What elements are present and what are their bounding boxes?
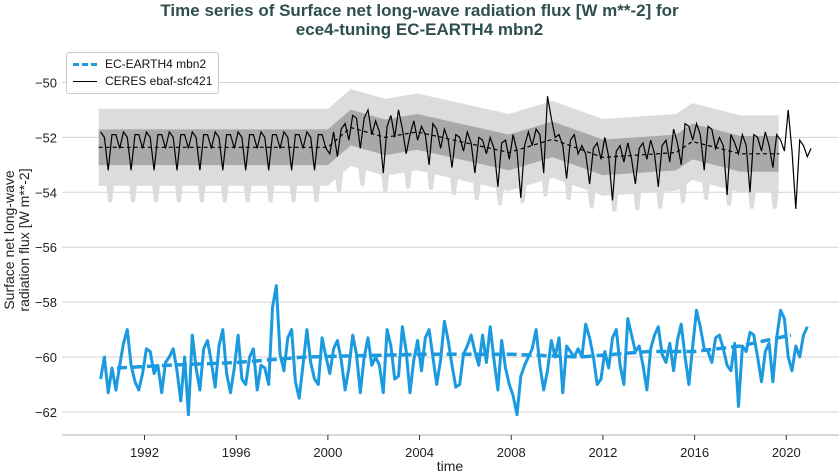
x-tick-label: 2016 xyxy=(680,445,709,460)
legend-label-obs: CERES ebaf-sfc421 xyxy=(105,74,213,88)
x-axis-label: time xyxy=(437,458,464,474)
legend: EC-EARTH4 mbn2 CERES ebaf-sfc421 xyxy=(66,52,220,94)
y-axis-label-line-2: radiation flux [W m**-2] xyxy=(16,168,32,311)
model-series-line xyxy=(99,284,809,417)
x-tick-label: 2020 xyxy=(772,445,801,460)
y-tick-label: −62 xyxy=(35,405,57,420)
x-tick-label: 2008 xyxy=(497,445,526,460)
x-tick-label: 2000 xyxy=(313,445,342,460)
legend-item-obs: CERES ebaf-sfc421 xyxy=(73,73,212,90)
legend-label-model: EC-EARTH4 mbn2 xyxy=(105,57,207,71)
x-tick-label: 1992 xyxy=(130,445,159,460)
y-tick-label: −52 xyxy=(35,130,57,145)
chart-title-line-2: ece4-tuning EC-EARTH4 mbn2 xyxy=(295,20,544,39)
y-tick-label: −54 xyxy=(35,185,57,200)
legend-item-model: EC-EARTH4 mbn2 xyxy=(73,56,212,73)
y-tick-label: −60 xyxy=(35,350,57,365)
legend-swatch-obs xyxy=(73,81,97,82)
y-tick-label: −58 xyxy=(35,295,57,310)
x-tick-label: 2012 xyxy=(588,445,617,460)
obs-series-line xyxy=(100,96,812,209)
x-tick-label: 1996 xyxy=(222,445,251,460)
y-tick-label: −50 xyxy=(35,75,57,90)
chart-title-line-1: Time series of Surface net long-wave rad… xyxy=(160,1,679,20)
y-axis-label-line-1: Surface net long-wave xyxy=(1,170,17,310)
y-tick-label: −56 xyxy=(35,240,57,255)
chart-title: Time series of Surface net long-wave rad… xyxy=(0,1,839,39)
model-running-mean-line xyxy=(116,333,792,370)
x-tick-label: 2004 xyxy=(405,445,434,460)
legend-swatch-model xyxy=(73,63,97,66)
